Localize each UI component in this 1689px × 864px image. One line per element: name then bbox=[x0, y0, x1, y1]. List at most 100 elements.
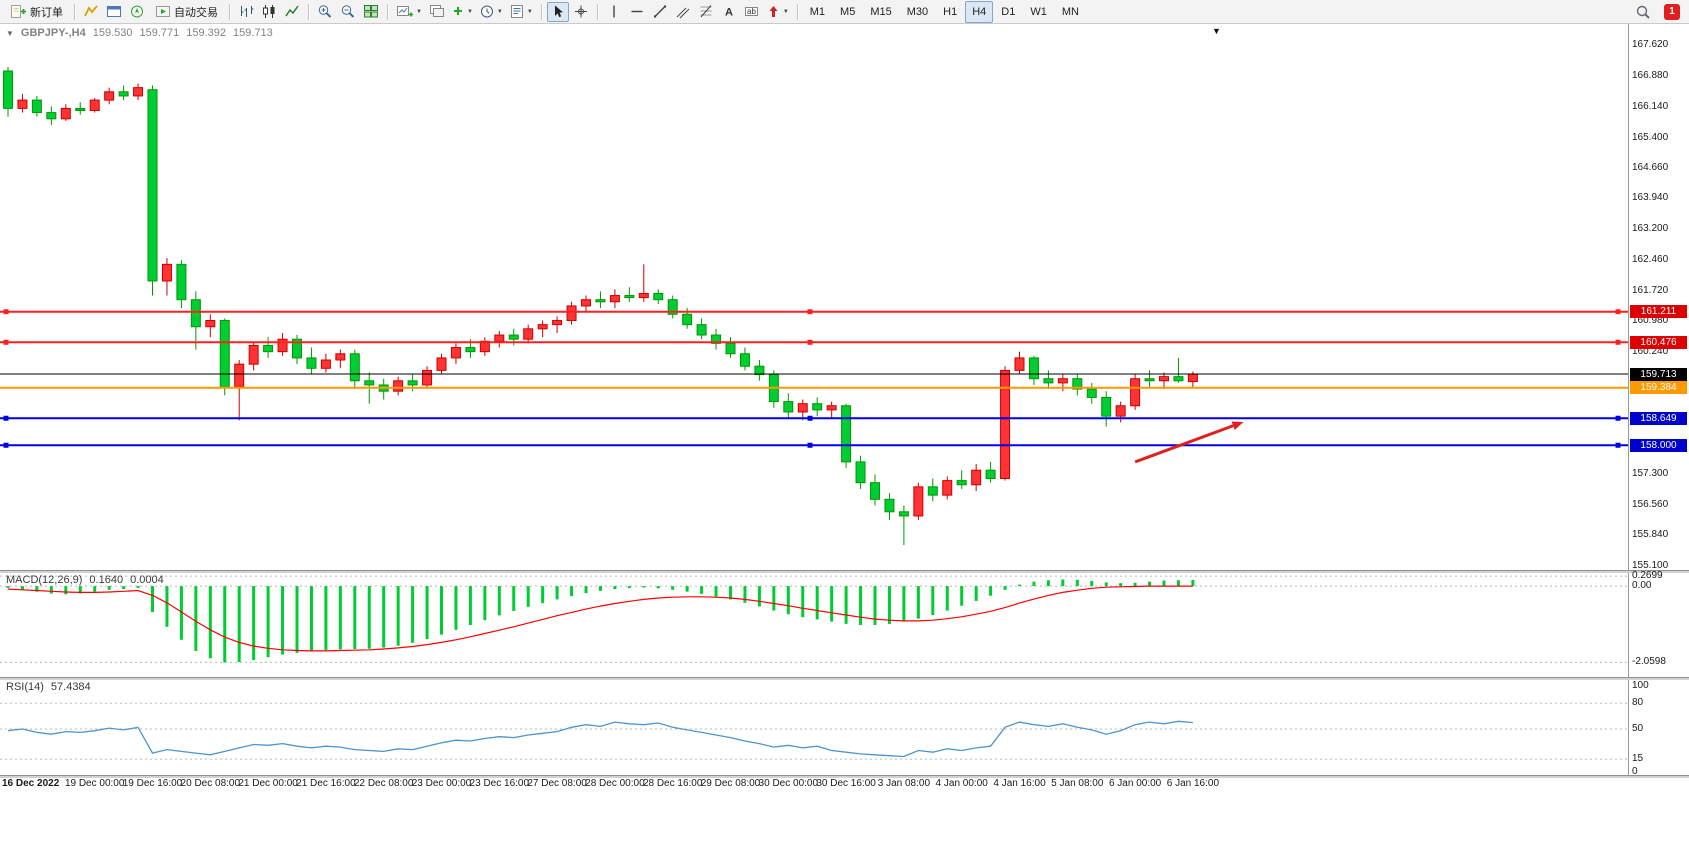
candle-body bbox=[320, 359, 331, 369]
macd-histogram-bar bbox=[685, 586, 689, 592]
bar-chart-button[interactable] bbox=[235, 2, 257, 22]
new-chart-button[interactable]: ▼ bbox=[393, 2, 425, 22]
trendline-button[interactable] bbox=[649, 2, 671, 22]
auto-trading-button[interactable]: 自动交易 bbox=[149, 2, 224, 22]
candle-body bbox=[1173, 376, 1184, 382]
arrow-head[interactable] bbox=[1231, 421, 1244, 431]
notification-badge[interactable]: 1 bbox=[1664, 3, 1680, 20]
hline-handle[interactable] bbox=[3, 309, 9, 315]
macd-histogram-bar bbox=[497, 586, 501, 616]
panel-separator-macd[interactable] bbox=[0, 570, 1689, 573]
cursor-button[interactable] bbox=[546, 1, 569, 22]
price-axis-label: 166.880 bbox=[1632, 69, 1669, 81]
text-label-button[interactable]: ab bbox=[741, 2, 763, 22]
macd-histogram-bar bbox=[179, 586, 183, 640]
search-button[interactable] bbox=[1632, 2, 1654, 22]
rsi-value: 57.4384 bbox=[50, 681, 91, 693]
market-watch-button[interactable] bbox=[80, 2, 102, 22]
text-label-icon: ab bbox=[745, 7, 759, 16]
macd-histogram-bar bbox=[844, 586, 848, 624]
vertical-line-icon bbox=[613, 5, 615, 18]
zoom-out-button[interactable] bbox=[337, 2, 359, 22]
crosshair-icon bbox=[574, 5, 587, 18]
macd-histogram-bar bbox=[960, 586, 964, 606]
fibonacci-button[interactable] bbox=[695, 2, 717, 22]
arrow-annotation[interactable] bbox=[1134, 424, 1234, 464]
timeframe-h4[interactable]: H4 bbox=[965, 0, 994, 23]
templates-button[interactable]: ▼ bbox=[507, 2, 536, 22]
macd-histogram-bar bbox=[237, 586, 241, 663]
candle-body bbox=[31, 99, 42, 114]
candle-body bbox=[465, 347, 476, 353]
price-axis-separator[interactable] bbox=[1628, 24, 1629, 778]
line-chart-icon bbox=[285, 5, 299, 17]
hline-handle[interactable] bbox=[807, 339, 813, 345]
hline-handle[interactable] bbox=[1615, 339, 1621, 345]
macd-histogram-bar bbox=[208, 586, 212, 659]
navigator-button[interactable] bbox=[126, 2, 148, 22]
new-order-button[interactable]: 新订单 bbox=[4, 2, 69, 22]
candle-body bbox=[1043, 378, 1054, 384]
timeframe-m15[interactable]: M15 bbox=[870, 5, 892, 18]
macd-histogram-bar bbox=[136, 586, 140, 588]
text-button[interactable]: A bbox=[718, 2, 740, 22]
candle-body bbox=[494, 334, 505, 342]
timeframe-m30[interactable]: M30 bbox=[906, 5, 929, 18]
line-chart-button[interactable] bbox=[281, 2, 303, 22]
timeframe-h1[interactable]: H1 bbox=[943, 5, 958, 18]
candle-body bbox=[985, 469, 996, 480]
price-badge: 158.000 bbox=[1630, 438, 1687, 452]
horizontal-line-button[interactable] bbox=[626, 2, 648, 22]
macd-signal-line bbox=[7, 585, 1193, 652]
chart-window[interactable]: ▼ GBPJPY-,H4 159.530 159.771 159.392 159… bbox=[0, 24, 1689, 800]
hline-handle[interactable] bbox=[807, 309, 813, 315]
date-axis-label: 30 Dec 00:00 bbox=[758, 778, 819, 789]
new-order-icon bbox=[11, 5, 26, 18]
tile-windows-icon bbox=[364, 5, 378, 18]
zoom-in-button[interactable] bbox=[314, 2, 336, 22]
channel-button[interactable] bbox=[672, 2, 694, 22]
hline-handle[interactable] bbox=[3, 339, 9, 345]
hline-handle[interactable] bbox=[1615, 442, 1621, 448]
timeframe-m1[interactable]: M1 bbox=[809, 5, 826, 18]
hline-handle[interactable] bbox=[807, 442, 813, 448]
panel-separator-rsi[interactable] bbox=[0, 677, 1689, 680]
timeframe-m5[interactable]: M5 bbox=[840, 5, 856, 18]
candle-body bbox=[234, 363, 245, 388]
timeframe-w1[interactable]: W1 bbox=[1030, 5, 1047, 18]
hline-handle[interactable] bbox=[1615, 415, 1621, 421]
candle-body bbox=[682, 313, 693, 326]
hline-handle[interactable] bbox=[807, 415, 813, 421]
candle-body bbox=[436, 357, 447, 371]
svg-text:A: A bbox=[725, 7, 733, 19]
timeframe-mn[interactable]: MN bbox=[1061, 5, 1079, 18]
price-axis-label: 162.460 bbox=[1632, 253, 1669, 265]
vertical-line-button[interactable] bbox=[603, 2, 625, 22]
arrows-button[interactable]: ▼ bbox=[764, 2, 792, 22]
data-window-button[interactable] bbox=[103, 2, 125, 22]
date-axis-label: 22 Dec 08:00 bbox=[353, 778, 414, 789]
candle-body bbox=[566, 305, 577, 321]
date-axis-label: 28 Dec 16:00 bbox=[642, 778, 703, 789]
candle-body bbox=[407, 380, 418, 386]
timeframe-d1[interactable]: D1 bbox=[1001, 5, 1016, 18]
macd-histogram-bar bbox=[584, 586, 588, 594]
chart-dropdown-marker-icon[interactable]: ▼ bbox=[1212, 26, 1221, 36]
indicators-button[interactable]: ▼ bbox=[449, 2, 476, 22]
hline-handle[interactable] bbox=[3, 442, 9, 448]
candle-body bbox=[104, 91, 115, 101]
candlestick-chart-button[interactable] bbox=[258, 2, 280, 22]
candle-body bbox=[1000, 369, 1011, 480]
chart-plot-area[interactable] bbox=[0, 24, 1689, 800]
candle-body bbox=[1028, 357, 1039, 380]
tile-windows-button[interactable] bbox=[360, 2, 382, 22]
crosshair-button[interactable] bbox=[570, 2, 592, 22]
chart-profiles-button[interactable] bbox=[426, 2, 448, 22]
candle-body bbox=[118, 91, 129, 97]
macd-histogram-bar bbox=[151, 586, 154, 613]
macd-histogram-bar bbox=[1061, 579, 1065, 587]
hline-handle[interactable] bbox=[3, 415, 9, 421]
hline-handle[interactable] bbox=[1615, 309, 1621, 315]
periods-button[interactable]: ▼ bbox=[477, 2, 506, 22]
collapse-triangle-icon[interactable]: ▼ bbox=[6, 28, 14, 38]
